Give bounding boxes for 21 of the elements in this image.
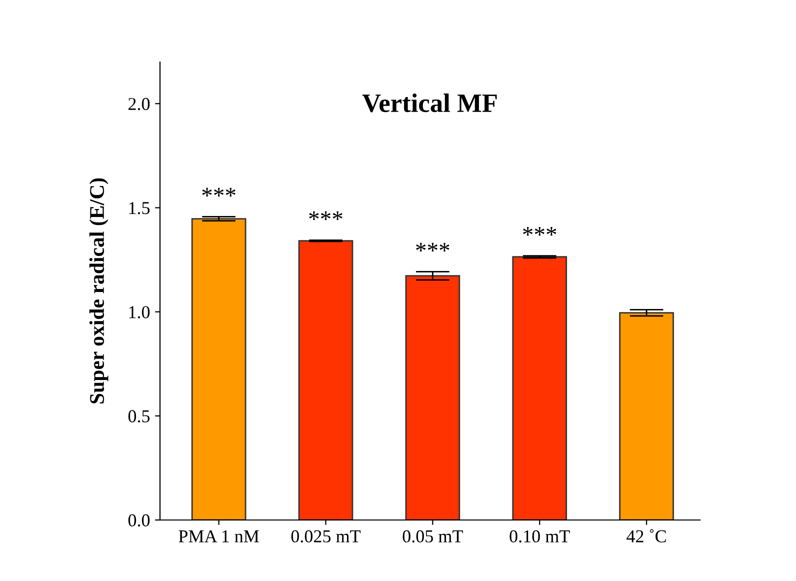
text: Vertical MF [362,94,497,112]
annotation: *** [523,226,556,236]
x-tick-label: 0.025 mT [291,530,361,543]
annotation: *** [416,242,450,252]
bar [298,240,354,520]
y-tick-label: 0.0 [128,514,150,527]
y-tick-label: 1.0 [129,306,150,318]
x-tick-label: 42 ˚C [626,529,666,542]
x-tick-label: PMA 1 nM [178,530,259,542]
annotation: *** [202,188,236,197]
bar [512,256,568,520]
annotation: *** [309,211,342,220]
y-tick-label: 1.5 [129,202,150,214]
y-tick-label: 2.0 [128,98,150,110]
bar [619,312,674,520]
bar [191,218,246,520]
y-tick-label: 0.5 [128,410,150,422]
x-tick-label: 0.10 mT [510,530,570,543]
bar [405,275,460,520]
x-tick-label: 0.05 mT [402,530,463,543]
y-axis-title: Super oxide radical (E/C) [89,178,108,404]
